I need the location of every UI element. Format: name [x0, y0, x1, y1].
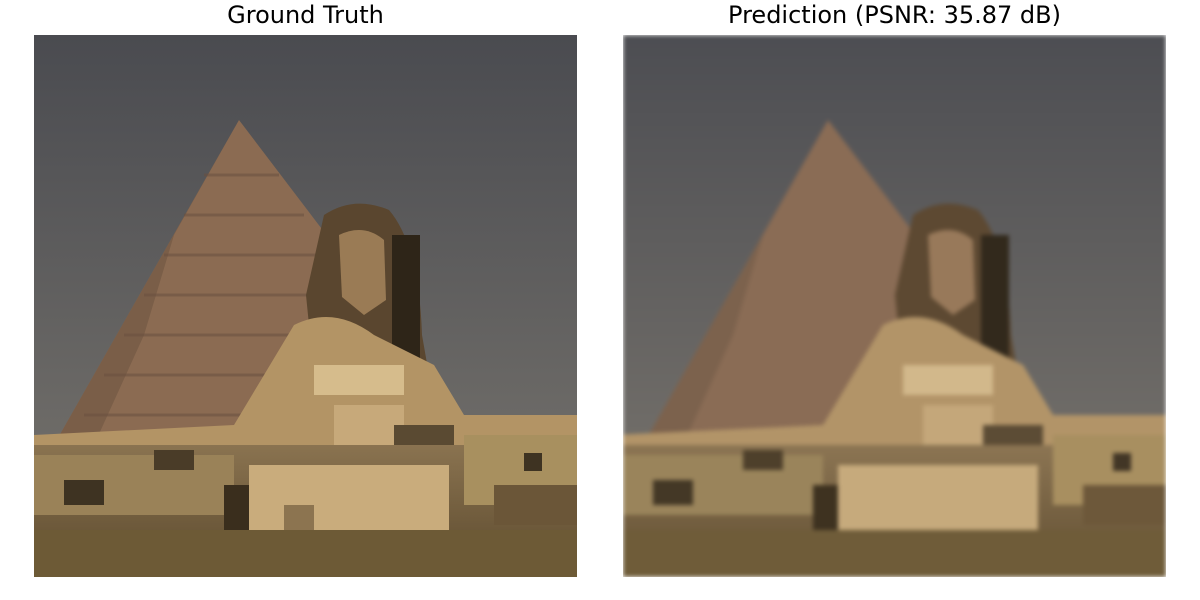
left-wall-dark-block: [154, 450, 194, 470]
foreground-sand: [623, 530, 1166, 577]
right-wall-opening: [524, 453, 542, 471]
sphinx-chest-blocks: [334, 405, 404, 445]
left-wall-opening: [653, 480, 693, 505]
sphinx-head-shadow: [981, 235, 1009, 365]
prediction-scene: [623, 35, 1166, 577]
ground-truth-scene: [34, 35, 577, 577]
prediction-title: Prediction (PSNR: 35.87 dB): [728, 1, 1061, 29]
pyramid-shadow-face: [643, 120, 828, 445]
right-wall-shadow: [1083, 485, 1166, 525]
foreground-sand: [34, 530, 577, 577]
ground-truth-image: [34, 35, 577, 577]
left-wall-opening: [64, 480, 104, 505]
pyramid-shadow-face: [54, 120, 239, 445]
sphinx-face: [339, 230, 386, 315]
sphinx-chest-highlight: [314, 365, 404, 395]
sphinx-chest-blocks: [923, 405, 993, 445]
right-wall-shadow: [494, 485, 577, 525]
right-wall-opening: [1113, 453, 1131, 471]
ground-truth-title: Ground Truth: [227, 1, 384, 29]
sphinx-chest-highlight: [903, 365, 993, 395]
sphinx-face: [928, 230, 975, 315]
ground-truth-image-canvas: [34, 35, 577, 577]
prediction-image: [623, 35, 1166, 577]
prediction-image-canvas: [623, 35, 1166, 577]
left-wall-dark-block: [743, 450, 783, 470]
sphinx-head-shadow: [392, 235, 420, 365]
